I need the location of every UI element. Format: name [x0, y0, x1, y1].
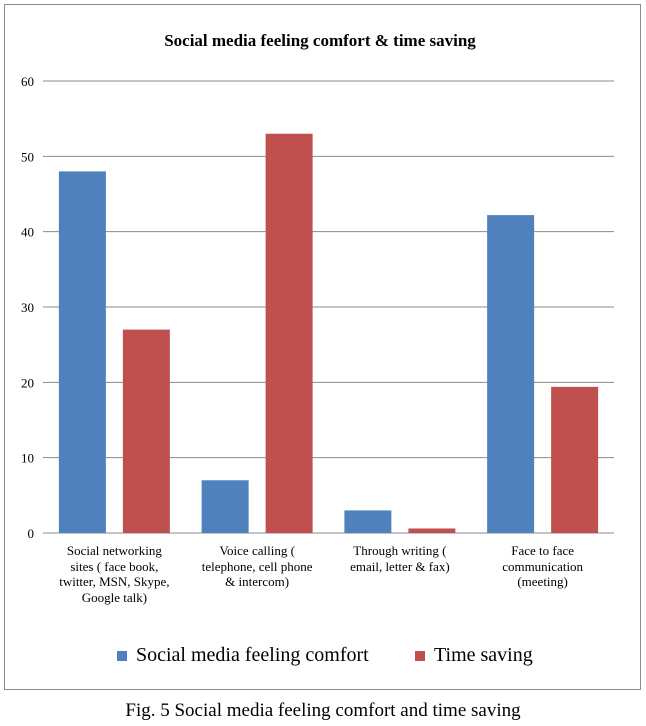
bar-time-saving — [408, 528, 456, 533]
legend-item: Time saving — [415, 644, 533, 667]
y-tick-label: 10 — [21, 451, 34, 466]
bar-time-saving — [265, 133, 313, 533]
x-category-label: Through writing (email, letter & fax) — [330, 543, 470, 574]
bar-time-saving — [122, 329, 170, 533]
x-category-label: Social networking sites ( face book, twitt… — [44, 543, 184, 605]
x-category-label-line: Google talk) — [81, 589, 148, 605]
legend-label: Social media feeling comfort — [136, 644, 369, 666]
legend-item: Social media feeling comfort — [117, 644, 369, 667]
x-category-label: Voice calling (telephone, cell phone & in… — [187, 543, 327, 590]
bar-comfort — [487, 215, 535, 534]
x-category-label-line: (meeting) — [517, 574, 568, 589]
y-tick-label: 30 — [21, 300, 34, 315]
figure-caption: Fig. 5 Social media feeling comfort and … — [125, 700, 521, 721]
y-tick-label: 40 — [21, 225, 34, 240]
legend-swatch — [415, 650, 425, 661]
chart-plot: Social media feeling comfort & time savi… — [21, 31, 614, 541]
x-category-label-line: Face to face — [511, 543, 575, 558]
y-tick-label: 20 — [21, 375, 34, 390]
x-category-label-line: sites ( face book, — [70, 558, 159, 574]
chart-frame — [4, 4, 641, 690]
bar-comfort — [58, 171, 106, 533]
x-category-label-line: email, letter & fax) — [350, 558, 450, 574]
x-category-label-line: telephone, cell phone — [201, 558, 313, 574]
x-category-label-line: Through writing ( — [353, 543, 447, 558]
x-category-label-line: communication — [502, 558, 584, 574]
legend-label: Time saving — [434, 644, 533, 666]
x-category-label-line: & intercom) — [225, 574, 290, 589]
x-category-label-line: twitter, MSN, Skype, — [59, 574, 170, 589]
y-tick-label: 50 — [21, 149, 34, 164]
chart-title: Social media feeling comfort & time savi… — [164, 31, 476, 50]
bar-comfort — [344, 510, 392, 533]
legend-swatch — [117, 650, 127, 661]
bar-time-saving — [551, 386, 599, 533]
y-tick-label: 60 — [21, 74, 34, 89]
x-category-label-line: Voice calling ( — [219, 543, 295, 558]
bar-comfort — [201, 480, 249, 533]
x-category-label-line: Social networking — [66, 543, 162, 558]
x-category-label: Face to face communication (meeting) — [473, 543, 613, 590]
y-tick-label: 0 — [28, 526, 35, 541]
